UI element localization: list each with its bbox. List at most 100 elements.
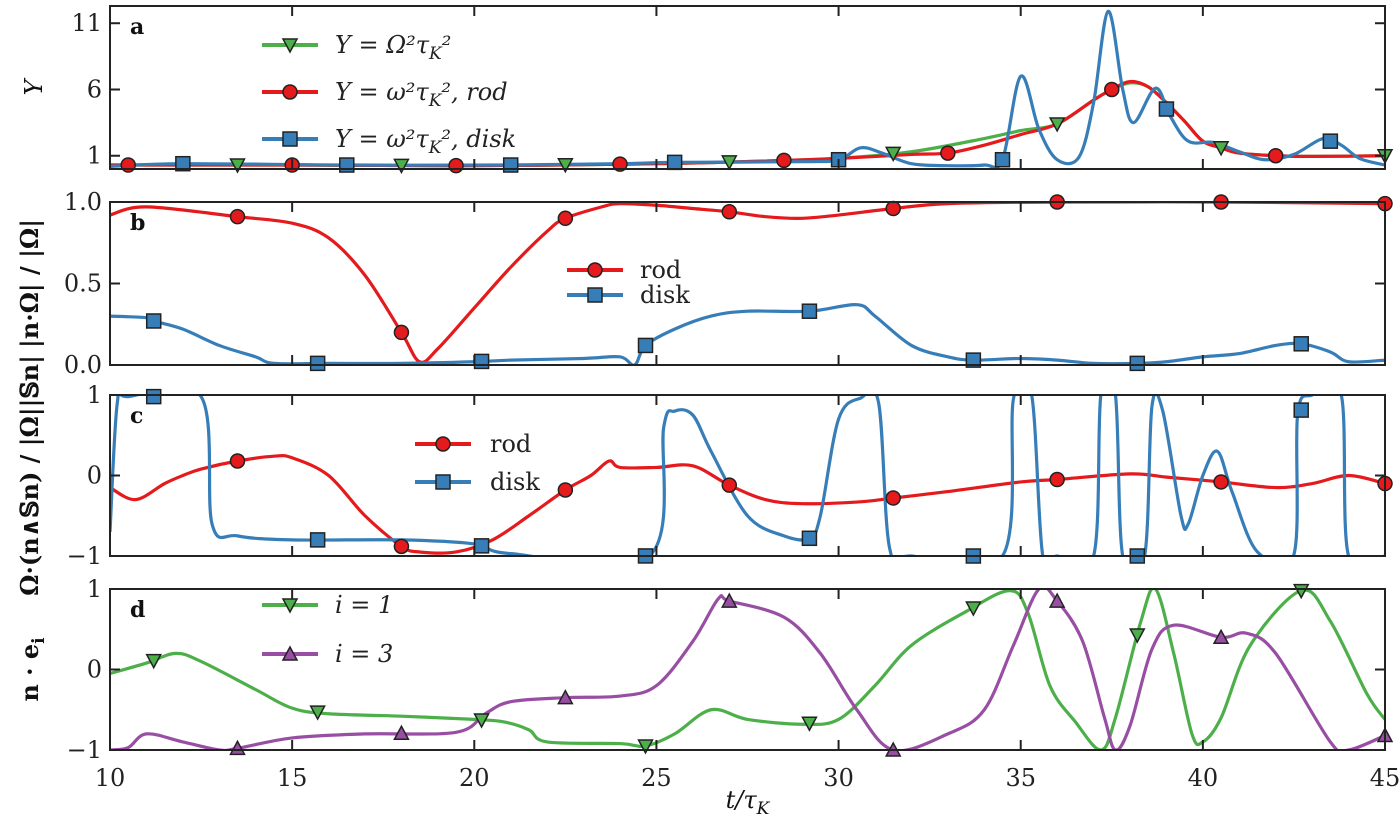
data-marker xyxy=(965,352,982,368)
data-marker xyxy=(175,155,191,172)
data-marker xyxy=(994,151,1011,168)
data-marker xyxy=(1293,336,1309,352)
x-tick-label: 20 xyxy=(459,764,490,792)
data-marker xyxy=(801,303,818,319)
axes-frame xyxy=(109,588,1386,751)
x-tick-label: 40 xyxy=(1188,764,1219,792)
data-marker xyxy=(309,532,326,548)
data-marker xyxy=(473,538,490,554)
panel-a: 1 6 11 a Y = Ω²τK² Y = ω²τK², rod Y = ω²τK², d… xyxy=(20,5,1394,175)
data-marker xyxy=(1129,355,1146,372)
data-marker xyxy=(801,530,818,547)
axes-frame xyxy=(109,394,1386,557)
data-marker xyxy=(229,739,246,756)
series-line-a-1 xyxy=(110,79,1385,168)
data-marker xyxy=(721,477,738,493)
x-tick-label: 25 xyxy=(641,764,672,792)
series-line-d-0 xyxy=(110,589,1385,750)
legend-label: Y = Ω²τK² xyxy=(335,31,451,64)
data-marker xyxy=(1048,117,1066,133)
y-axis-label: Y xyxy=(20,77,48,95)
legend-item: Y = ω²τK², rod xyxy=(262,78,508,111)
legend-item: Y = Ω²τK² xyxy=(262,31,451,64)
legend-item: rod xyxy=(567,256,681,284)
data-marker xyxy=(721,155,738,171)
data-marker xyxy=(393,324,410,341)
panel-c: −1 0 1 c rod disk Ω·(n∧𝕊n) / |Ω||𝕊n| xyxy=(15,355,1393,596)
legend-label: disk xyxy=(640,281,690,309)
data-marker xyxy=(721,204,738,220)
legend-label: disk xyxy=(490,468,540,496)
data-marker xyxy=(229,158,246,174)
y-axis-label: Ω·(n∧𝕊n) / |Ω||𝕊n| xyxy=(15,355,44,596)
data-marker xyxy=(1158,101,1175,117)
data-marker xyxy=(965,601,982,617)
data-marker xyxy=(1049,471,1065,488)
x-tick-label: 30 xyxy=(823,764,854,792)
legend-item: Y = ω²τK², disk xyxy=(262,125,516,158)
data-marker xyxy=(309,705,326,721)
data-marker xyxy=(721,592,738,608)
panel-letter: c xyxy=(130,403,143,429)
data-marker xyxy=(309,355,326,372)
legend-label: i = 3 xyxy=(335,640,393,668)
y-tick-label: 1 xyxy=(87,575,102,603)
legend-label: i = 1 xyxy=(335,591,393,619)
x-tick-label: 35 xyxy=(1005,764,1036,792)
legend-item: rod xyxy=(415,430,531,458)
y-tick-label: 0.5 xyxy=(64,270,102,298)
legend-marker xyxy=(281,645,299,661)
data-marker xyxy=(1212,141,1230,157)
y-axis-label: n · ei​ xyxy=(15,637,49,702)
data-marker xyxy=(1048,592,1066,608)
legend-item: i = 3 xyxy=(262,640,393,668)
data-marker xyxy=(612,156,628,172)
series-line-a-0 xyxy=(110,81,1385,168)
y-tick-label: 0 xyxy=(87,656,102,684)
legend-label: Y = ω²τK², disk xyxy=(335,125,516,158)
data-marker xyxy=(1213,474,1229,490)
data-marker xyxy=(1129,628,1146,644)
markers-d-0 xyxy=(145,583,1310,755)
data-marker xyxy=(557,157,574,174)
series-line-b-1 xyxy=(110,303,1385,365)
data-marker xyxy=(557,482,574,498)
series-line-b-0 xyxy=(110,202,1385,364)
data-marker xyxy=(1267,147,1284,164)
axes-frame xyxy=(109,5,1386,170)
x-tick-label: 45 xyxy=(1370,764,1400,792)
legend-marker xyxy=(435,474,451,490)
legend-d: i = 1 i = 3 xyxy=(262,591,393,668)
data-marker xyxy=(557,689,574,705)
data-marker xyxy=(473,713,490,729)
data-marker xyxy=(884,146,902,163)
data-marker xyxy=(448,157,464,174)
data-marker xyxy=(1104,81,1120,98)
data-marker xyxy=(557,210,574,227)
data-marker xyxy=(1322,133,1339,149)
legend-c: rod disk xyxy=(415,430,540,496)
data-marker xyxy=(885,490,901,506)
y-tick-label: 1.0 xyxy=(64,188,102,216)
data-marker xyxy=(1292,583,1310,600)
markers-a-2 xyxy=(175,101,1339,173)
legend-marker xyxy=(587,262,603,278)
panel-letter: a xyxy=(130,14,144,40)
legend-a: Y = Ω²τK² Y = ω²τK², rod Y = ω²τK², disk xyxy=(262,31,516,158)
panel-letter: d xyxy=(130,597,145,623)
data-marker xyxy=(145,313,162,329)
data-marker xyxy=(145,653,162,670)
legend-item: i = 1 xyxy=(262,591,393,619)
markers-d-1 xyxy=(229,592,1394,757)
markers-a-0 xyxy=(229,117,1394,175)
legend-marker xyxy=(282,131,298,147)
series-line-a-2 xyxy=(110,9,1385,169)
y-tick-label: 0.0 xyxy=(64,351,102,379)
data-marker xyxy=(473,353,490,370)
markers-c-1 xyxy=(145,388,1309,564)
legend-marker xyxy=(587,287,603,303)
legend-marker xyxy=(435,436,451,452)
